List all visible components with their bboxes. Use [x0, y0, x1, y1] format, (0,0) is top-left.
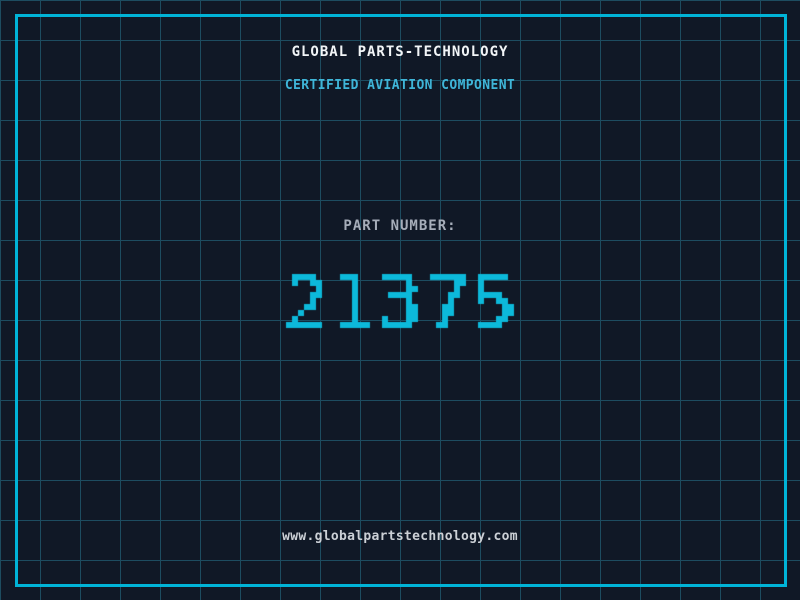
certification-subtitle: CERTIFIED AVIATION COMPONENT: [284, 78, 516, 93]
company-title: GLOBAL PARTS-TECHNOLOGY: [291, 44, 509, 60]
website-url: www.globalpartstechnology.com: [282, 529, 518, 544]
part-number-label: PART NUMBER:: [343, 218, 457, 234]
part-number-value: 21375: [0, 0, 1, 1]
part-number-display: [274, 262, 526, 346]
